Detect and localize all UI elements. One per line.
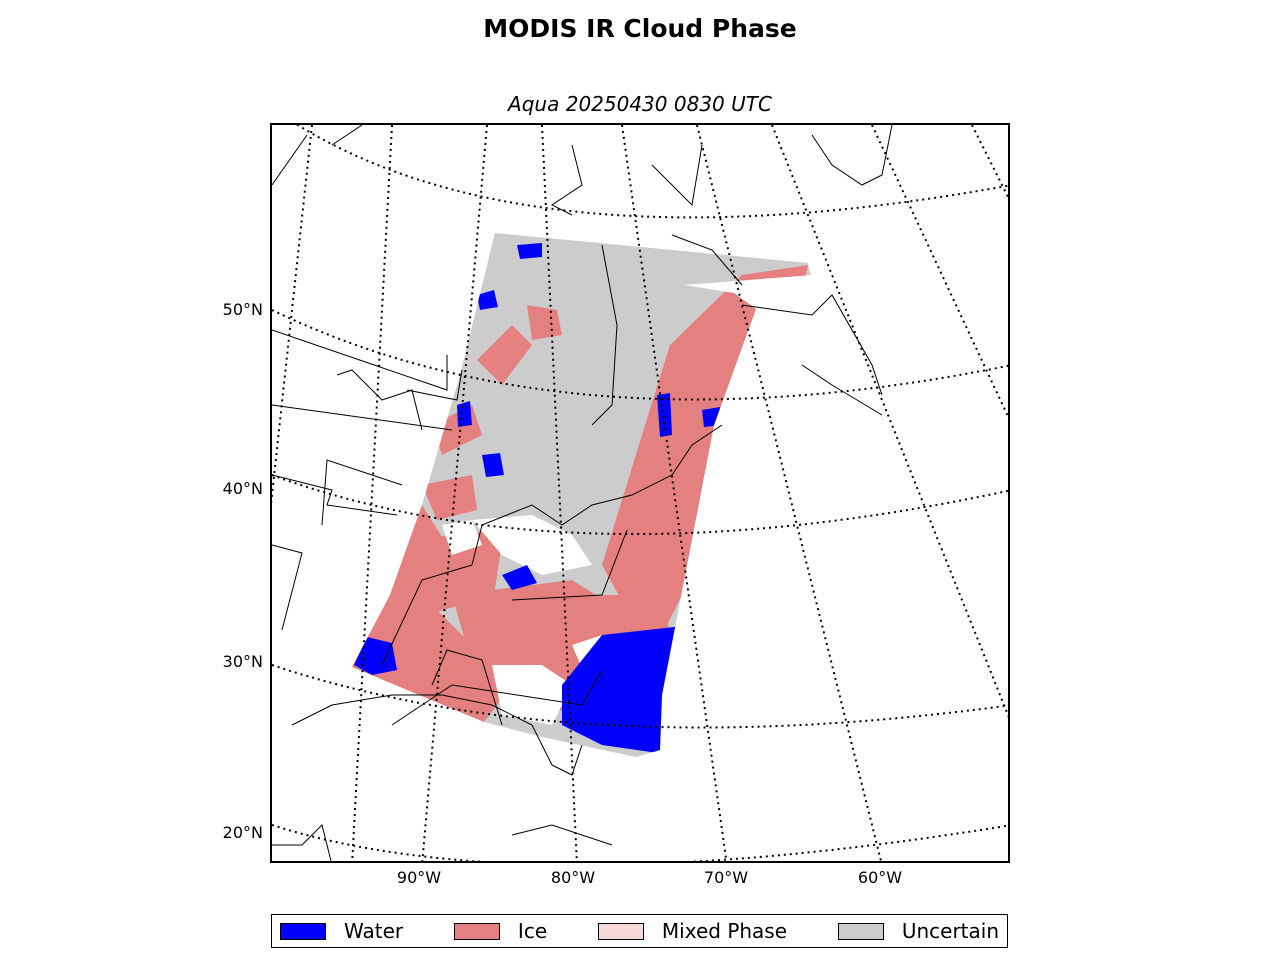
chart-subtitle: Aqua 20250430 0830 UTC <box>508 92 772 116</box>
lat-label-50n: 50°N <box>222 300 263 319</box>
coastlines <box>272 125 893 861</box>
legend-label-ice: Ice <box>517 919 548 943</box>
legend-label-uncertain: Uncertain <box>901 919 999 943</box>
legend-label-mixed-phase: Mixed Phase <box>661 919 788 943</box>
legend-swatch-mixed-phase <box>597 922 644 940</box>
legend-item-mixed-phase: Mixed Phase <box>597 919 788 943</box>
chart-title: MODIS IR Cloud Phase <box>483 14 797 43</box>
legend-swatch-water <box>280 922 326 940</box>
legend-item-ice: Ice <box>453 919 548 943</box>
graticule <box>272 125 1008 861</box>
lon-label-70w: 70°W <box>703 868 749 887</box>
clear-regions <box>442 515 617 725</box>
map-svg <box>272 125 1008 861</box>
lon-label-60w: 60°W <box>857 868 903 887</box>
lat-label-40n: 40°N <box>222 479 263 498</box>
legend-label-water: Water <box>344 919 404 943</box>
legend: Water Ice Mixed Phase Uncertain <box>271 914 1008 948</box>
map-panel <box>270 123 1010 863</box>
legend-item-uncertain: Uncertain <box>837 919 999 943</box>
cloud-phase-swath <box>352 233 812 757</box>
lon-label-80w: 80°W <box>550 868 596 887</box>
lat-label-20n: 20°N <box>222 823 263 842</box>
lon-label-90w: 90°W <box>396 868 442 887</box>
legend-item-water: Water <box>280 919 403 943</box>
legend-swatch-ice <box>453 922 500 940</box>
legend-swatch-uncertain <box>837 922 884 940</box>
lat-label-30n: 30°N <box>222 652 263 671</box>
